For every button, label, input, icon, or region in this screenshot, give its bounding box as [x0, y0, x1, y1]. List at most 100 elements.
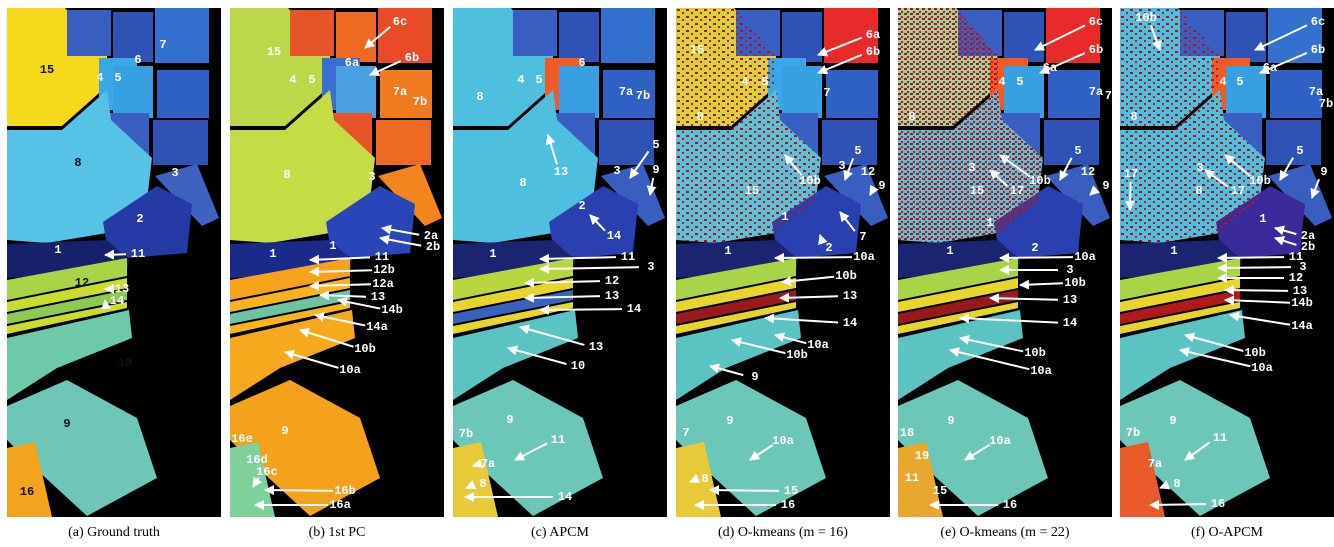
cluster-label: 16	[20, 485, 34, 499]
cluster-label: 13	[605, 289, 619, 303]
cluster-label: 1	[54, 243, 61, 257]
cluster-label: 7a	[1089, 85, 1103, 99]
cluster-label: 2	[136, 212, 143, 226]
field-tile	[1004, 12, 1044, 62]
field-tile	[559, 66, 599, 118]
cluster-label: 10b	[1024, 346, 1046, 360]
cluster-label: 7b	[1105, 89, 1119, 103]
cluster-label: 11	[551, 433, 565, 447]
cluster-label: 9	[1169, 414, 1176, 428]
cluster-label: 3	[968, 161, 975, 175]
field-tile	[376, 120, 431, 165]
arrow	[473, 465, 476, 466]
arrow	[105, 254, 126, 255]
arrow	[1218, 267, 1291, 268]
cluster-label: 10b	[1029, 174, 1051, 188]
arrow	[1218, 257, 1284, 258]
cluster-label: 10b	[1064, 276, 1086, 290]
cluster-label: 15	[40, 63, 54, 77]
cluster-label: 1	[946, 244, 953, 258]
field-tile	[782, 12, 822, 62]
cluster-label: 13	[554, 165, 568, 179]
field-tile	[513, 10, 557, 56]
cluster-label: 7a	[619, 85, 633, 99]
cluster-label: 10a	[853, 250, 875, 264]
cluster-label: 7a	[481, 457, 495, 471]
cluster-label: 8	[696, 110, 703, 124]
cluster-label: 14b	[1291, 296, 1313, 310]
field-tile	[67, 10, 111, 56]
cluster-label: 7a	[393, 85, 407, 99]
cluster-label: 7b	[1319, 97, 1333, 111]
cluster-label: 5	[652, 138, 659, 152]
cluster-label: 14	[607, 229, 621, 243]
cluster-label: 10a	[339, 363, 361, 377]
cluster-label: 12	[1289, 271, 1303, 285]
panel-caption: (a) Ground truth	[68, 525, 160, 540]
arrow	[1225, 290, 1288, 291]
cluster-label: 4	[741, 75, 748, 89]
cluster-label: 4	[517, 73, 524, 87]
arrow	[265, 490, 333, 491]
panel-caption: (c) APCM	[531, 525, 590, 540]
cluster-label: 7	[682, 426, 689, 440]
arrow	[540, 309, 622, 310]
cluster-label: 17	[1124, 167, 1138, 181]
cluster-label: 10b	[1135, 11, 1157, 25]
cluster-label: 1	[1170, 244, 1177, 258]
cluster-label: 18	[900, 426, 914, 440]
cluster-label: 9	[1320, 165, 1327, 179]
cluster-label: 9	[506, 413, 513, 427]
cluster-label: 3	[1196, 161, 1203, 175]
cluster-label: 8	[479, 477, 486, 491]
cluster-label: 12b	[373, 263, 395, 277]
cluster-label: 15	[267, 45, 281, 59]
field-tile	[559, 12, 599, 62]
cluster-label: 14	[558, 490, 572, 504]
cluster-label: 8	[476, 90, 483, 104]
cluster-label: 14b	[381, 303, 403, 317]
cluster-label: 10b	[786, 348, 808, 362]
cluster-label: 16	[1003, 498, 1017, 512]
cluster-label: 7	[159, 38, 166, 52]
cluster-label: 10a	[1251, 361, 1273, 375]
cluster-label: 8	[283, 168, 290, 182]
cluster-label: 7	[823, 86, 830, 100]
cluster-label: 6a	[1043, 61, 1057, 75]
cluster-label: 13	[589, 340, 603, 354]
cluster-label: 2	[825, 241, 832, 255]
cluster-label: 13	[1063, 293, 1077, 307]
cluster-label: 9	[878, 179, 885, 193]
cluster-label: 6a	[866, 28, 880, 42]
cluster-label: 13	[371, 290, 385, 304]
cluster-label: 11	[131, 247, 145, 261]
cluster-label: 5	[1016, 75, 1023, 89]
cluster-label: 6b	[1089, 43, 1103, 57]
field-tile	[157, 70, 209, 118]
cluster-label: 10b	[1244, 346, 1266, 360]
cluster-label: 12	[75, 276, 89, 290]
cluster-label: 6b	[866, 45, 880, 59]
cluster-label: 16b	[334, 484, 356, 498]
field-tile	[826, 70, 878, 118]
cluster-label: 6	[134, 53, 141, 67]
cluster-label: 5	[1296, 144, 1303, 158]
cluster-label: 3	[171, 166, 178, 180]
cluster-label: 10a	[807, 338, 829, 352]
cluster-label: 14	[1063, 316, 1077, 330]
cluster-label: 8	[519, 176, 526, 190]
cluster-label: 8	[908, 110, 915, 124]
cluster-label: 8	[701, 472, 708, 486]
cluster-label: 14a	[366, 320, 388, 334]
cluster-label: 5	[1074, 144, 1081, 158]
cluster-label: 7a	[1148, 457, 1162, 471]
cluster-label: 10a	[1074, 250, 1096, 264]
cluster-label: 3	[368, 170, 375, 184]
cluster-label: 19	[915, 449, 929, 463]
cluster-label: 11	[1213, 431, 1227, 445]
cluster-label: 10b	[835, 269, 857, 283]
cluster-label: 6c	[1311, 15, 1325, 29]
cluster-label: 7b	[1126, 426, 1140, 440]
cluster-label: 14	[843, 316, 857, 330]
cluster-label: 15	[690, 43, 704, 57]
